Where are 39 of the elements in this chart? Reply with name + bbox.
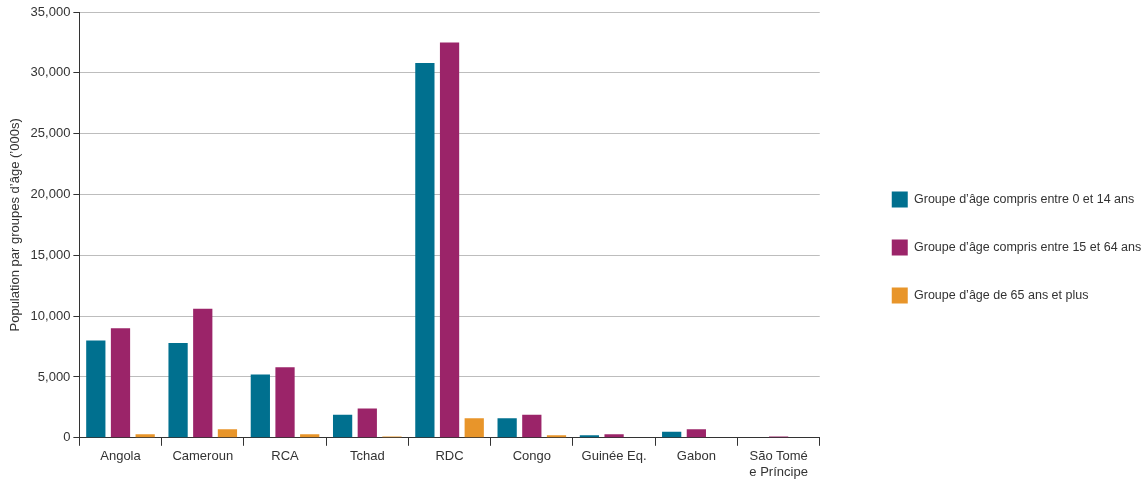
y-tick-label: 15,000: [30, 246, 71, 262]
y-tick-label: 10,000: [30, 307, 71, 323]
x-tick-label: RCA: [271, 448, 300, 464]
x-tick-label: Tchad: [349, 448, 385, 464]
bar: [439, 42, 460, 438]
bar: [275, 367, 295, 438]
y-axis-title: Population par groupes d’âge (’000s): [7, 118, 23, 332]
legend-label: Groupe d’âge compris entre 15 et 64 ans: [914, 239, 1142, 254]
x-tick-label: Cameroun: [172, 448, 234, 464]
bar: [604, 434, 624, 438]
bar: [193, 308, 213, 438]
x-tick-label: Angola: [100, 448, 142, 464]
y-tick-label: 0: [63, 429, 71, 445]
bar: [135, 434, 155, 438]
bar: [497, 418, 517, 438]
bar: [415, 63, 435, 438]
x-tick-label: RDC: [435, 448, 464, 464]
legend-label: Groupe d’âge compris entre 0 et 14 ans: [914, 191, 1135, 206]
y-tick-label: 25,000: [30, 125, 71, 141]
bar: [168, 342, 188, 438]
bar: [464, 418, 484, 438]
bar: [250, 374, 270, 438]
x-tick-label: Congo: [512, 448, 551, 464]
bar: [110, 328, 131, 438]
bar: [332, 414, 353, 438]
bar: [300, 434, 320, 438]
x-tick-label: São Tomé e Príncipe: [749, 448, 808, 479]
x-tick-label: Guinée Eq.: [581, 448, 647, 464]
x-tick-label: Gabon: [676, 448, 716, 464]
bar: [357, 408, 377, 438]
bar: [217, 429, 238, 438]
y-tick-label: 30,000: [30, 64, 71, 80]
y-tick-label: 35,000: [30, 3, 71, 19]
legend-label: Groupe d’âge de 65 ans et plus: [914, 287, 1089, 302]
bar: [86, 340, 106, 438]
bar: [522, 414, 542, 438]
bar: [686, 429, 706, 438]
y-tick-label: 20,000: [30, 186, 71, 202]
y-tick-label: 5,000: [37, 368, 71, 384]
